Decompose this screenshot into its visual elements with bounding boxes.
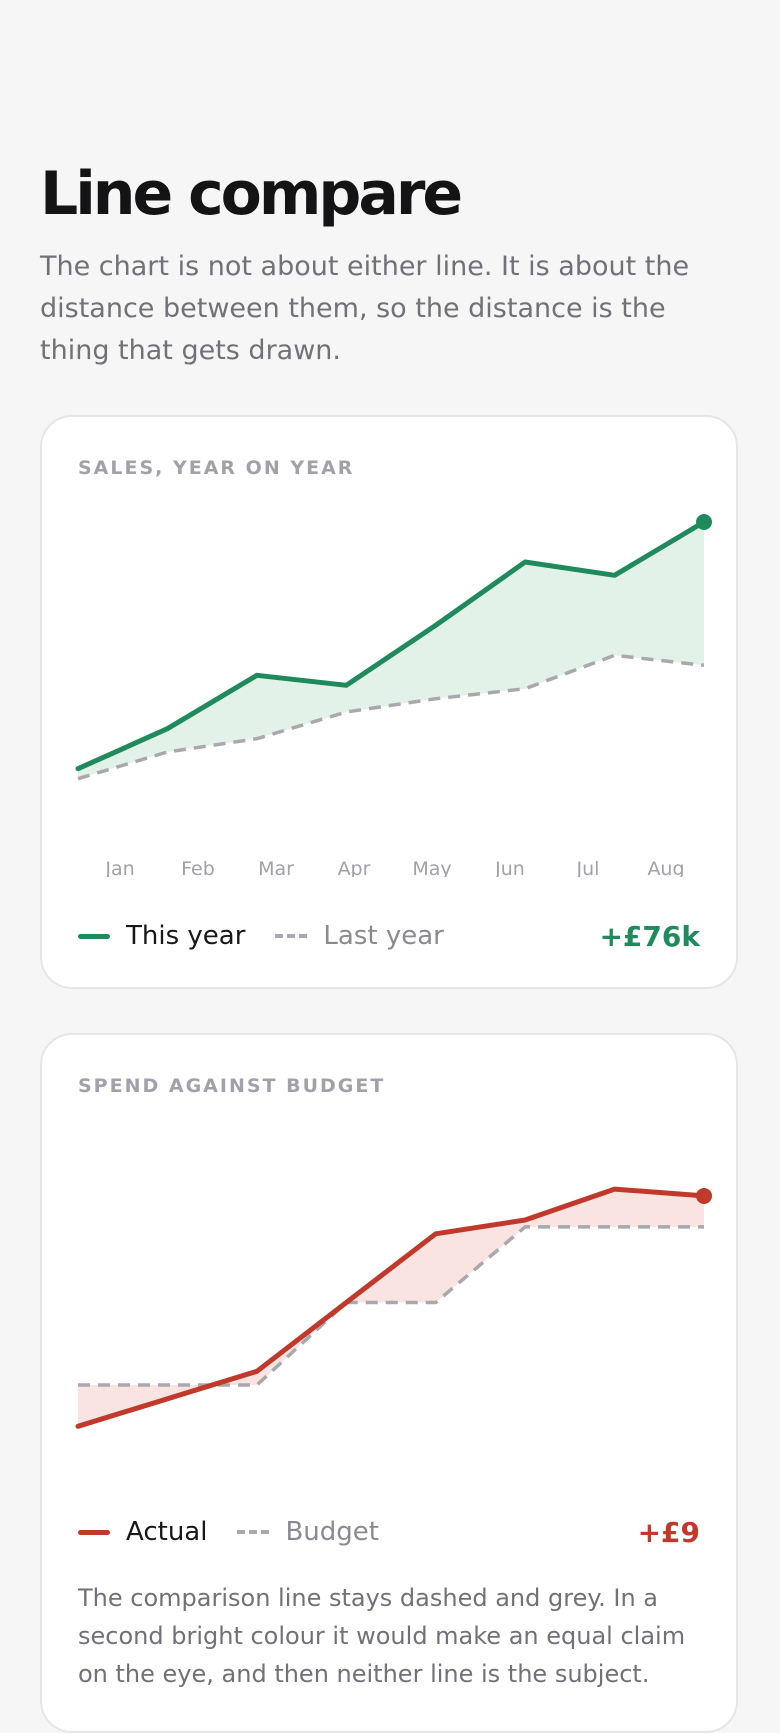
- x-tick-label: May: [412, 858, 451, 877]
- legend-swatch-solid: [78, 933, 110, 939]
- sales-card: SALES, YEAR ON YEAR Jan Feb Mar Apr May Jun Ju…: [40, 415, 738, 989]
- card-label: SALES, YEAR ON YEAR: [78, 457, 355, 479]
- page-title: Line compare: [40, 159, 463, 229]
- legend-label: Last year: [323, 921, 444, 951]
- series-line-last-year: [77, 653, 705, 781]
- legend-item-budget: Budget: [237, 1517, 379, 1547]
- x-tick-label: Apr: [338, 858, 371, 877]
- spend-card: SPEND AGAINST BUDGET JanFebMarAprMayJunJ…: [40, 1033, 738, 1733]
- x-tick-label: Jan: [104, 858, 134, 877]
- endpoint-marker: [696, 1187, 712, 1204]
- legend-item-actual: Actual: [78, 1517, 207, 1547]
- x-tick-label: Mar: [258, 858, 294, 877]
- chart-legend: Actual Budget +£9: [78, 1512, 700, 1552]
- legend-item-last-year: Last year: [275, 921, 444, 951]
- legend-swatch-solid: [78, 1529, 110, 1535]
- x-tick-label: Aug: [647, 858, 684, 877]
- x-tick-label: Jun: [494, 858, 525, 877]
- difference-value: +£9: [637, 1515, 700, 1549]
- legend-label: Budget: [285, 1517, 379, 1547]
- series-line-actual: [75, 1186, 707, 1429]
- sales-chart: Jan Feb Mar Apr May Jun Jul Aug: [75, 514, 712, 877]
- legend-swatch-dashed: [237, 1530, 270, 1534]
- series-line-budget: [78, 1225, 704, 1387]
- difference-value: +£76k: [599, 919, 700, 953]
- page: Line compare The chart is not about eith…: [40, 159, 738, 1733]
- legend-label: This year: [126, 921, 246, 951]
- chart-legend: This year Last year +£76k: [78, 916, 700, 956]
- card-label: SPEND AGAINST BUDGET: [78, 1075, 386, 1097]
- endpoint-marker: [696, 514, 712, 530]
- card-note: The comparison line stays dashed and gre…: [78, 1584, 686, 1688]
- legend-label: Actual: [126, 1517, 208, 1547]
- series-line-this-year: [75, 519, 707, 772]
- page-intro: The chart is not about either line. It i…: [40, 251, 690, 366]
- legend-item-this-year: This year: [78, 921, 245, 951]
- difference-area: [78, 522, 704, 779]
- x-tick-label: Jul: [576, 858, 600, 877]
- legend-swatch-dashed: [275, 934, 308, 938]
- difference-area: [78, 1189, 704, 1427]
- x-tick-label: Feb: [181, 858, 215, 877]
